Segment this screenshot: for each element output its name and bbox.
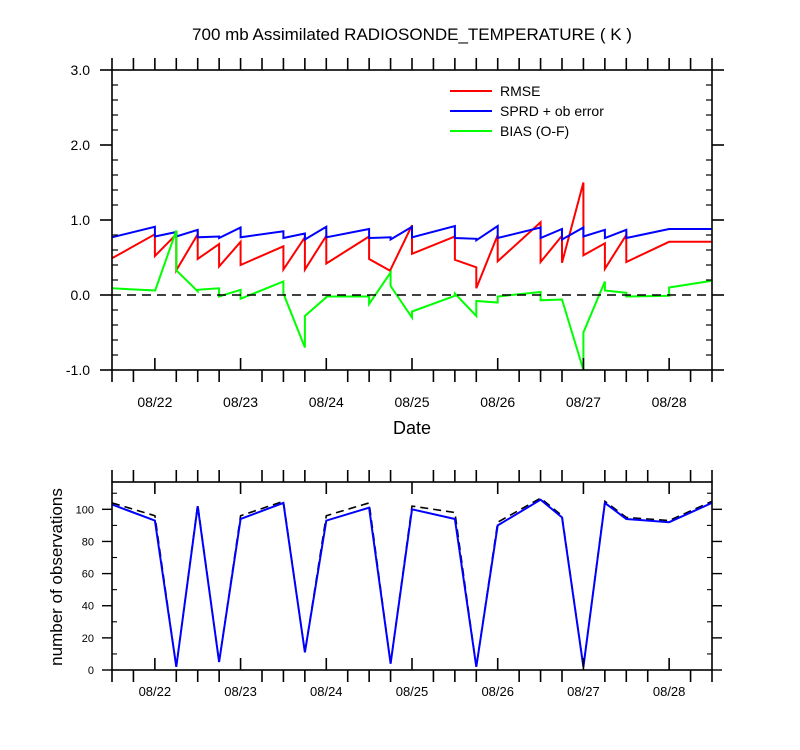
y-tick-label: 80 [82, 536, 94, 548]
x-tick-label: 08/26 [481, 684, 514, 699]
legend-label-sprd: SPRD + ob error [500, 103, 604, 119]
x-tick-label: 08/23 [224, 684, 257, 699]
bottom-axis-ticks: 08/22 08/23 08/24 08/25 08/26 08/27 08/28 100 80… [76, 470, 722, 699]
y-tick-label: 60 [82, 569, 94, 581]
x-tick-label: 08/28 [652, 394, 687, 410]
observations-dashed-line [111, 497, 713, 667]
legend: RMSE SPRD + ob error BIAS (O-F) [450, 83, 604, 139]
x-tick-label: 08/24 [309, 394, 344, 410]
legend-label-bias: BIAS (O-F) [500, 123, 569, 139]
x-tick-label: 08/22 [139, 684, 172, 699]
x-tick-label: 08/25 [396, 684, 429, 699]
y-tick-label: 2.0 [71, 137, 91, 153]
series-line-sprd-ob-error [111, 224, 712, 243]
legend-label-rmse: RMSE [500, 83, 540, 99]
y-tick-label: 3.0 [71, 62, 91, 78]
y-tick-label: -1.0 [66, 362, 90, 378]
y-tick-label: 100 [76, 504, 94, 516]
series-line-rmse [111, 182, 712, 289]
y-tick-label: 1.0 [71, 212, 91, 228]
top-axis-ticks: 08/22 08/23 08/24 08/25 08/26 08/27 08/28 3.0 2.… [66, 58, 724, 410]
y-tick-label: 40 [82, 601, 94, 613]
x-tick-label: 08/26 [480, 394, 515, 410]
bottom-chart: 08/22 08/23 08/24 08/25 08/26 08/27 08/28 100 80… [47, 470, 722, 699]
bottom-series-group [111, 497, 713, 667]
x-tick-label: 08/24 [310, 684, 343, 699]
x-tick-label: 08/27 [567, 684, 600, 699]
x-tick-label: 08/28 [653, 684, 686, 699]
y-tick-label: 20 [82, 633, 94, 645]
bottom-y-axis-label: number of observations [47, 488, 66, 666]
chart-title: 700 mb Assimilated RADIOSONDE_TEMPERATUR… [192, 25, 632, 44]
bottom-plot-frame [111, 481, 713, 671]
y-tick-label: 0.0 [71, 287, 91, 303]
x-tick-label: 08/25 [394, 394, 429, 410]
top-x-axis-label: Date [393, 418, 431, 438]
series-line-bias-o-f [111, 230, 713, 371]
top-series-group [111, 182, 713, 371]
top-chart: 700 mb Assimilated RADIOSONDE_TEMPERATUR… [66, 25, 724, 438]
x-tick-label: 08/22 [137, 394, 172, 410]
top-plot-frame [111, 69, 713, 371]
x-tick-label: 08/23 [223, 394, 258, 410]
observations-solid-line [111, 498, 713, 667]
x-tick-label: 08/27 [566, 394, 601, 410]
y-tick-label: 0 [88, 665, 94, 677]
